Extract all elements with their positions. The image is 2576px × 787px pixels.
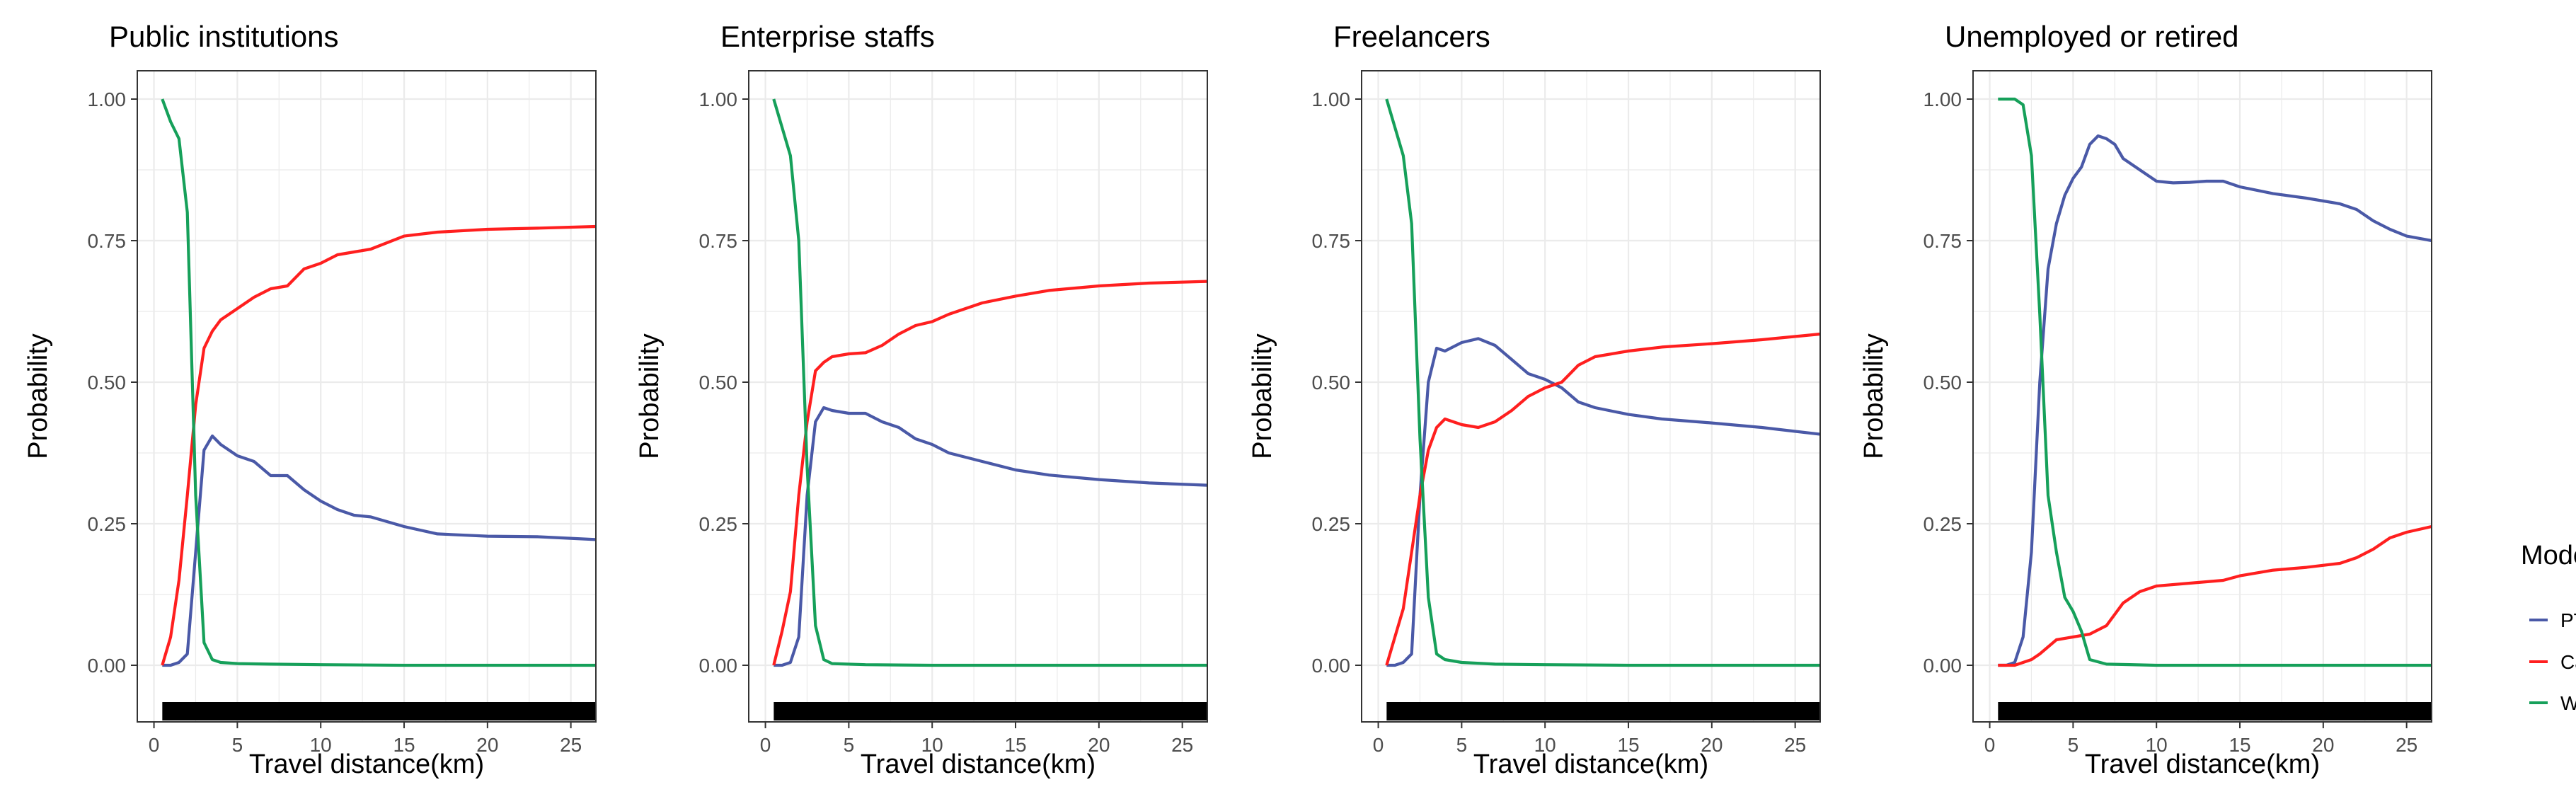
plot-frame xyxy=(748,70,1208,723)
y-tick-label: 0.75 xyxy=(1312,230,1351,252)
x-tick-label: 25 xyxy=(1784,734,1806,756)
y-tick-label: 0.00 xyxy=(1312,655,1351,677)
legend-label-pt: PT xyxy=(2560,609,2576,631)
series-line-walk xyxy=(1385,98,1820,667)
y-tick-label: 0.25 xyxy=(699,513,738,535)
series-line-car xyxy=(1385,332,1821,666)
legend-label-walk: Walk xyxy=(2560,692,2576,714)
panel-title: Freelancers xyxy=(1333,20,1490,53)
x-tick-label: 10 xyxy=(310,734,332,756)
plot-area xyxy=(749,71,1207,722)
panel-title: Public institutions xyxy=(109,20,339,53)
rug-bar xyxy=(1386,702,1820,720)
plot-frame xyxy=(1361,70,1821,723)
legend-label-car: Car xyxy=(2560,651,2576,673)
plot-area xyxy=(1973,71,2432,722)
series-line-walk xyxy=(772,98,1207,667)
x-tick-label: 5 xyxy=(2068,734,2079,756)
x-tick-label: 5 xyxy=(844,734,855,756)
series-line-walk xyxy=(161,98,596,667)
legend-title: Mode xyxy=(2521,541,2576,570)
x-tick-label: 5 xyxy=(1456,734,1468,756)
x-tick-label: 10 xyxy=(2146,734,2168,756)
x-tick-label: 15 xyxy=(1617,734,1639,756)
plot-area xyxy=(1362,71,1820,722)
y-tick-label: 0.50 xyxy=(699,372,738,394)
y-tick-label: 0.50 xyxy=(1312,372,1351,394)
y-axis-title: Probability xyxy=(23,333,53,459)
x-tick-label: 15 xyxy=(393,734,415,756)
series-line-car xyxy=(772,280,1208,666)
plot-frame xyxy=(137,70,597,723)
y-tick-label: 1.00 xyxy=(699,88,738,110)
plot-area xyxy=(137,71,596,722)
y-axis-title: Probability xyxy=(1248,333,1277,459)
panel-title: Unemployed or retired xyxy=(1945,20,2239,53)
y-tick-label: 0.50 xyxy=(1924,372,1962,394)
x-axis-title: Travel distance(km) xyxy=(2085,749,2320,779)
x-tick-label: 0 xyxy=(760,734,771,756)
x-tick-label: 0 xyxy=(1373,734,1384,756)
y-tick-label: 0.75 xyxy=(1924,230,1962,252)
x-tick-label: 20 xyxy=(2312,734,2334,756)
y-axis-title: Probability xyxy=(1859,333,1889,459)
series-line-pt xyxy=(774,406,1208,667)
y-axis-title: Probability xyxy=(635,333,665,459)
panel-public-institutions: 0 5 10 15 20 25 0.00 0.25 0.50 0.75 1.00 Public ins… xyxy=(23,20,597,779)
rug-bar xyxy=(774,702,1207,720)
plot-frame xyxy=(1972,70,2432,723)
series-line-walk xyxy=(1998,97,2432,667)
y-tick-label: 0.25 xyxy=(1312,513,1351,535)
series-line-car xyxy=(161,224,597,666)
series-line-pt xyxy=(162,434,597,667)
x-axis-title: Travel distance(km) xyxy=(1473,749,1708,779)
rug-bar xyxy=(162,702,596,720)
y-tick-label: 0.00 xyxy=(699,655,738,677)
x-tick-label: 15 xyxy=(2229,734,2250,756)
x-tick-label: 10 xyxy=(921,734,943,756)
y-tick-label: 0.75 xyxy=(88,230,127,252)
x-tick-label: 20 xyxy=(1701,734,1723,756)
x-tick-label: 25 xyxy=(1171,734,1193,756)
x-tick-label: 0 xyxy=(149,734,160,756)
series-line-pt xyxy=(1998,134,2432,667)
y-tick-label: 1.00 xyxy=(1924,88,1962,110)
y-tick-label: 1.00 xyxy=(1312,88,1351,110)
series-line-pt xyxy=(1386,337,1821,667)
x-tick-label: 20 xyxy=(1088,734,1110,756)
x-axis-title: Travel distance(km) xyxy=(861,749,1096,779)
y-tick-label: 0.25 xyxy=(1924,513,1962,535)
x-tick-label: 0 xyxy=(1984,734,1996,756)
y-tick-label: 0.50 xyxy=(88,372,127,394)
x-tick-label: 15 xyxy=(1004,734,1026,756)
rug-bar xyxy=(1998,702,2432,720)
y-tick-label: 1.00 xyxy=(88,88,127,110)
panel-title: Enterprise staffs xyxy=(720,20,935,53)
y-tick-label: 0.00 xyxy=(1924,655,1962,677)
y-tick-label: 0.75 xyxy=(699,230,738,252)
x-axis-title: Travel distance(km) xyxy=(249,749,484,779)
x-tick-label: 20 xyxy=(476,734,498,756)
x-tick-label: 25 xyxy=(2396,734,2417,756)
x-tick-label: 5 xyxy=(232,734,243,756)
y-tick-label: 0.00 xyxy=(88,655,127,677)
series-line-car xyxy=(1998,524,2432,667)
panel-freelancers: 0 5 10 15 20 25 0.00 0.25 0.50 0.75 1.00 Freelancer… xyxy=(1248,20,1821,779)
x-tick-label: 10 xyxy=(1534,734,1556,756)
x-tick-label: 25 xyxy=(560,734,582,756)
panel-enterprise-staffs: 0 5 10 15 20 25 0.00 0.25 0.50 0.75 1.00 Enterprise… xyxy=(635,20,1208,779)
y-tick-label: 0.25 xyxy=(88,513,127,535)
legend: Mode PT Car Walk xyxy=(2521,541,2576,714)
panel-unemployed-or-retired: 0 5 10 15 20 25 0.00 0.25 0.50 0.75 1.00 Unemployed… xyxy=(1859,20,2432,779)
